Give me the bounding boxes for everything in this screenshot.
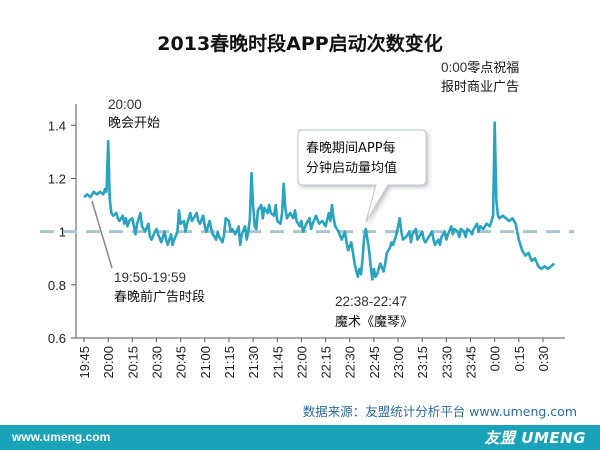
x-tick-label: 0:30 (536, 346, 551, 371)
x-tick-label: 20:00 (101, 346, 116, 379)
x-tick-label: 23:00 (391, 346, 406, 379)
y-tick-label: 0.8 (48, 278, 66, 293)
annotation-1950-time: 19:50-19:59 (114, 270, 186, 285)
chart: 2013春晚时段APP启动次数变化 0.6 0.8 1 1.2 1.4 19:45 20:… (40, 32, 577, 419)
y-tick-label: 1 (59, 225, 66, 240)
footer-url[interactable]: www.umeng.com (12, 430, 111, 444)
x-tick-label: 20:45 (174, 346, 189, 379)
x-tick-label: 20:15 (125, 346, 140, 379)
x-tick-label: 21:45 (270, 346, 285, 379)
x-axis-ticks: 19:45 20:00 20:15 20:30 20:45 21:00 21:15 21:30… (77, 338, 551, 379)
x-tick-label: 0:00 (488, 346, 503, 371)
x-tick-label: 23:30 (439, 346, 454, 379)
annotation-0000-line1: 0:00零点祝福 (441, 60, 519, 76)
x-tick-label: 22:00 (294, 346, 309, 379)
data-source-note: 数据来源：友盟统计分析平台 www.umeng.com (303, 404, 577, 419)
chart-title: 2013春晚时段APP启动次数变化 (157, 32, 442, 55)
annotation-2000-text: 晚会开始 (108, 116, 160, 131)
x-tick-label: 21:15 (222, 346, 237, 379)
x-tick-label: 23:45 (464, 346, 479, 379)
callout-line2: 分钟启动量均值 (306, 160, 397, 176)
footer-bar: www.umeng.com 友盟 UMENG (0, 425, 600, 450)
annotation-2238-time: 22:38-22:47 (335, 294, 407, 309)
y-tick-label: 1.2 (48, 171, 66, 186)
annotation-1950-text: 春晚前广告时段 (114, 289, 205, 305)
annotation-0000-time: 0:00 (441, 60, 467, 75)
x-tick-label: 22:15 (319, 346, 334, 379)
annotation-2238-text: 魔术《魔琴》 (335, 315, 413, 330)
series-line-app-launches (83, 121, 556, 281)
y-axis-ticks: 0.6 0.8 1 1.2 1.4 (48, 118, 76, 346)
x-tick-label: 19:45 (77, 346, 92, 379)
y-tick-label: 1.4 (48, 118, 66, 133)
x-tick-label: 22:45 (367, 346, 382, 379)
annotation-2000-time: 20:00 (108, 97, 142, 112)
average-callout: 春晚期间APP每 分钟启动量均值 (297, 129, 427, 223)
x-tick-label: 22:30 (343, 346, 358, 379)
x-tick-label: 21:00 (198, 346, 213, 379)
x-tick-label: 23:15 (415, 346, 430, 379)
y-tick-label: 0.6 (48, 331, 66, 346)
annotation-0000-text2: 报时商业广告 (441, 80, 519, 95)
x-tick-label: 20:30 (149, 346, 164, 379)
callout-box (297, 129, 427, 223)
x-tick-label: 0:15 (512, 346, 527, 371)
callout-line1: 春晚期间APP每 (306, 140, 396, 156)
annotation-0000-text: 零点祝福 (467, 61, 519, 76)
umeng-logo: 友盟 UMENG (484, 429, 586, 447)
x-tick-label: 21:30 (246, 346, 261, 379)
annotation-1950-leader (91, 200, 113, 269)
